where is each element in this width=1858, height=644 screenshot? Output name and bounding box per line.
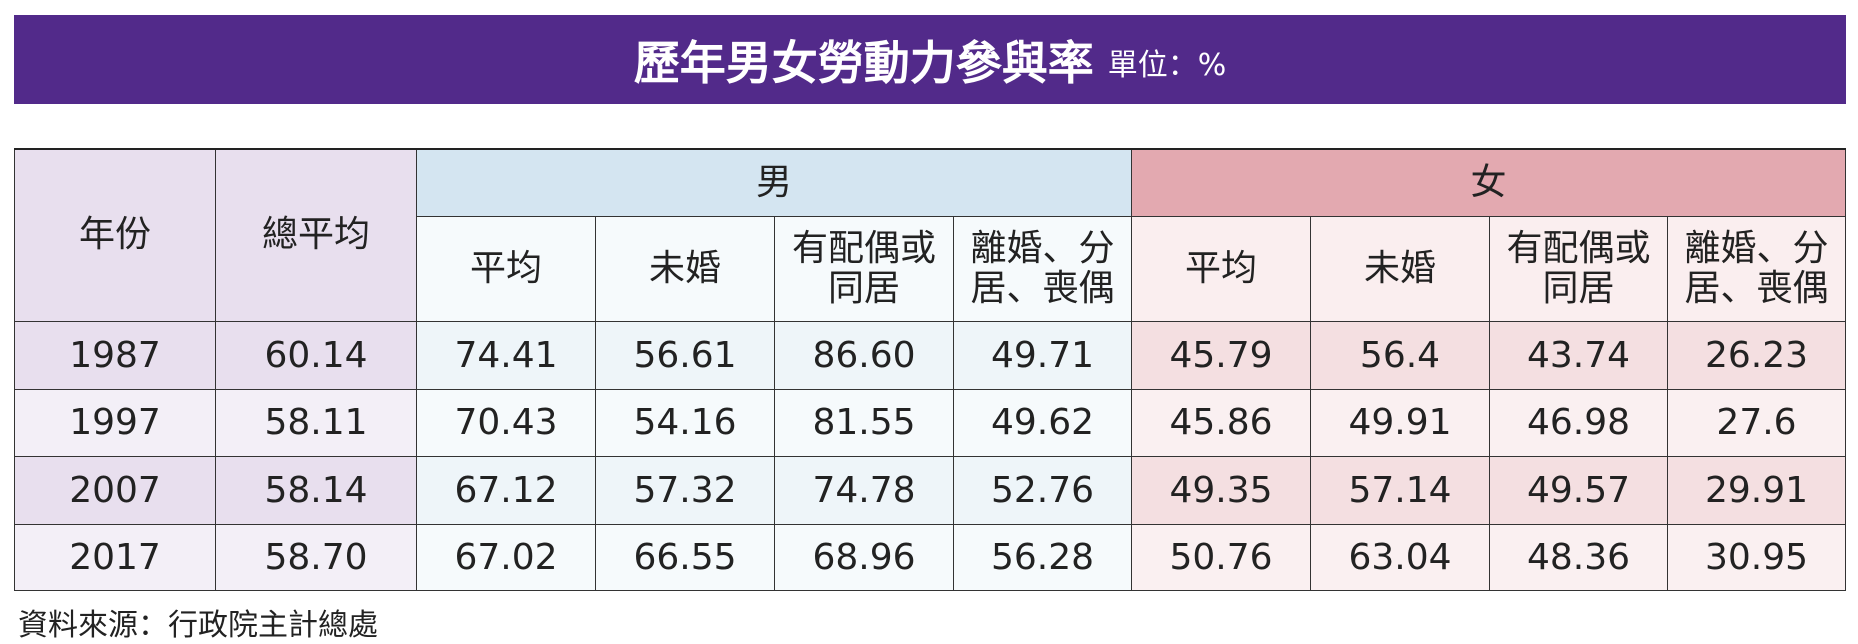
column-header: 有配偶或同居 (1490, 217, 1668, 322)
table-cell: 45.79 (1132, 322, 1311, 390)
table-cell: 57.32 (596, 457, 775, 525)
table-cell: 54.16 (596, 390, 775, 457)
table-cell: 49.35 (1132, 457, 1311, 525)
table-cell: 56.28 (954, 525, 1132, 591)
title-bar: 歷年男女勞動力參與率 單位：% (14, 15, 1846, 104)
table-cell: 43.74 (1490, 322, 1668, 390)
group-header: 女 (1132, 149, 1846, 217)
column-header: 離婚、分居、喪偶 (954, 217, 1132, 322)
column-header: 離婚、分居、喪偶 (1668, 217, 1846, 322)
table-cell: 67.12 (417, 457, 596, 525)
table-cell: 50.76 (1132, 525, 1311, 591)
total-header: 總平均 (216, 149, 417, 322)
table-cell: 74.41 (417, 322, 596, 390)
source: 資料來源：行政院主計總處 (18, 608, 378, 643)
table-cell: 56.4 (1311, 322, 1490, 390)
table-cell: 58.14 (216, 457, 417, 525)
column-header: 平均 (1132, 217, 1311, 322)
column-header: 未婚 (1311, 217, 1490, 322)
group-header: 男 (417, 149, 1132, 217)
row-header: 2007 (14, 457, 216, 525)
table-cell: 26.23 (1668, 322, 1846, 390)
column-header: 平均 (417, 217, 596, 322)
table-cell: 67.02 (417, 525, 596, 591)
table-cell: 30.95 (1668, 525, 1846, 591)
table-cell: 29.91 (1668, 457, 1846, 525)
table-cell: 49.57 (1490, 457, 1668, 525)
row-header: 2017 (14, 525, 216, 591)
table-cell: 46.98 (1490, 390, 1668, 457)
title: 歷年男女勞動力參與率 (633, 35, 1094, 90)
table-cell: 68.96 (775, 525, 954, 591)
table-cell: 48.36 (1490, 525, 1668, 591)
table-cell: 49.91 (1311, 390, 1490, 457)
table-cell: 74.78 (775, 457, 954, 525)
table-cell: 27.6 (1668, 390, 1846, 457)
unit: 單位：% (1107, 47, 1227, 83)
table-cell: 56.61 (596, 322, 775, 390)
table-cell: 52.76 (954, 457, 1132, 525)
table-cell: 58.11 (216, 390, 417, 457)
table-cell: 86.60 (775, 322, 954, 390)
table-top-border (14, 148, 1846, 150)
table-cell: 81.55 (775, 390, 954, 457)
table-cell: 66.55 (596, 525, 775, 591)
table-cell: 49.62 (954, 390, 1132, 457)
column-header: 有配偶或同居 (775, 217, 954, 322)
table-cell: 49.71 (954, 322, 1132, 390)
table-cell: 70.43 (417, 390, 596, 457)
year-header: 年份 (14, 149, 216, 322)
table-cell: 63.04 (1311, 525, 1490, 591)
table-cell: 58.70 (216, 525, 417, 591)
table-cell: 45.86 (1132, 390, 1311, 457)
row-header: 1987 (14, 322, 216, 390)
table-cell: 60.14 (216, 322, 417, 390)
row-header: 1997 (14, 390, 216, 457)
table-cell: 57.14 (1311, 457, 1490, 525)
column-header: 未婚 (596, 217, 775, 322)
